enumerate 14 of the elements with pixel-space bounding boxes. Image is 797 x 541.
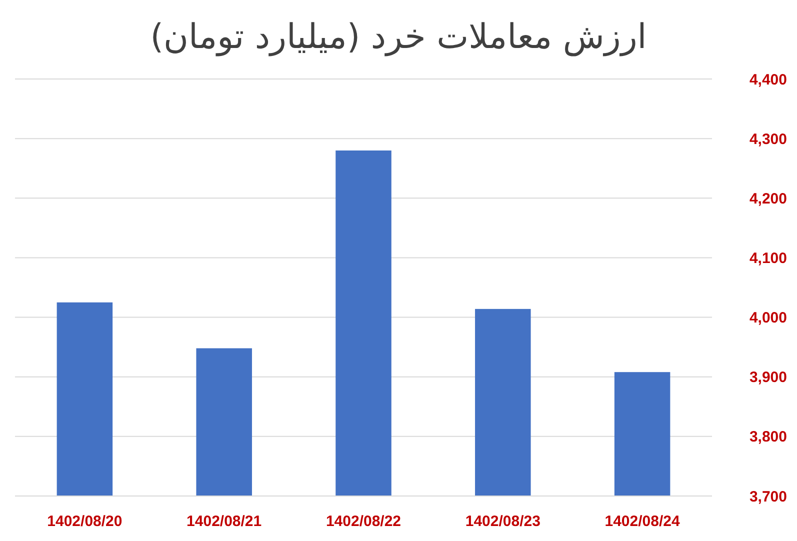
x-tick-label: 1402/08/24 [604, 513, 680, 530]
y-tick-label: 4,000 [749, 310, 787, 327]
y-tick-label: 3,800 [749, 428, 787, 446]
x-tick-label: 1402/08/21 [186, 513, 262, 530]
y-tick-label: 4,300 [749, 130, 787, 148]
x-tick-label: 1402/08/23 [465, 513, 540, 530]
chart-title: ارزش معاملات خرد (میلیارد تومان) [150, 17, 647, 57]
x-tick-label: 1402/08/22 [326, 513, 402, 530]
y-tick-label: 4,400 [749, 71, 787, 88]
y-tick-label: 3,900 [749, 369, 787, 386]
y-tick-label: 4,200 [749, 190, 787, 208]
y-tick-label: 3,700 [749, 488, 787, 506]
x-tick-label: 1402/08/20 [47, 513, 122, 530]
y-tick-label: 4,100 [749, 250, 787, 267]
